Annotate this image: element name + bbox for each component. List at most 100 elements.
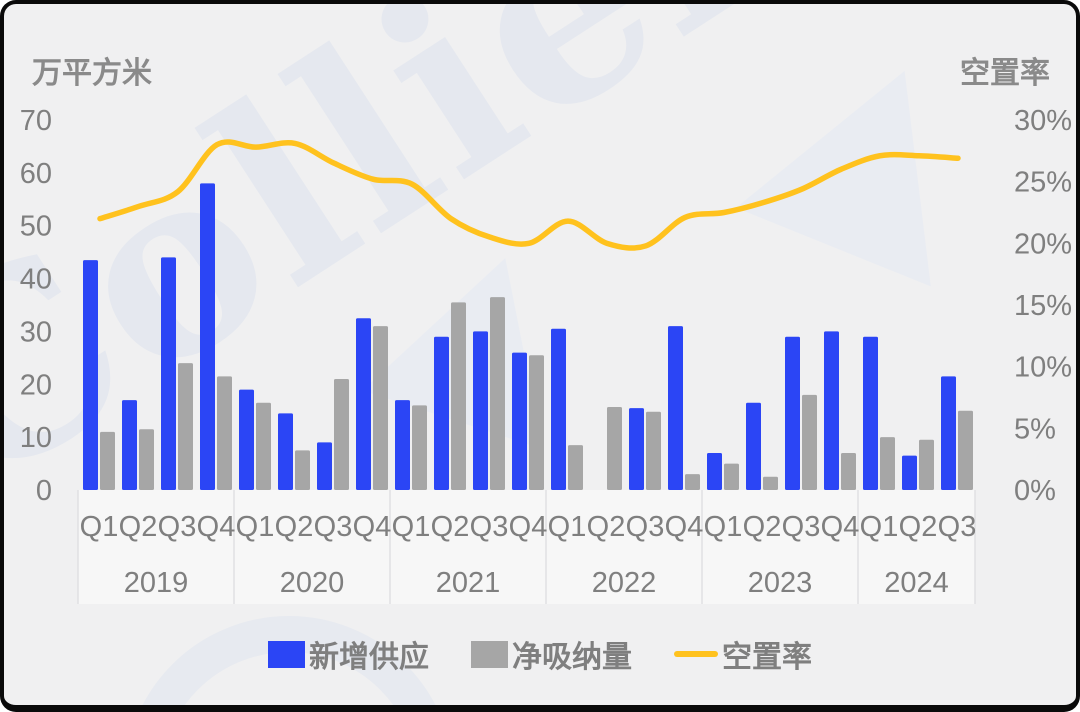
year-label: 2020 — [280, 567, 345, 599]
absorption-bar — [841, 453, 856, 490]
absorption-bar — [880, 437, 895, 490]
quarter-label: Q4 — [353, 511, 392, 543]
absorption-bar — [451, 302, 466, 490]
quarter-label: Q1 — [704, 511, 743, 543]
year-label: 2021 — [436, 567, 501, 599]
absorption-bar — [490, 297, 505, 490]
quarter-label: Q3 — [470, 511, 509, 543]
supply-bar — [434, 336, 449, 490]
supply-bar — [356, 318, 371, 490]
supply-swatch-icon — [268, 640, 305, 668]
supply-bar — [317, 442, 332, 490]
quarter-label: Q4 — [509, 511, 548, 543]
quarter-label: Q1 — [548, 511, 587, 543]
absorption-bar — [802, 394, 817, 490]
quarter-label: Q1 — [392, 511, 431, 543]
absorption-bar — [568, 445, 583, 490]
legend-label-supply: 新增供应 — [309, 641, 429, 674]
quarter-label: Q2 — [119, 511, 158, 543]
absorption-bar — [100, 431, 115, 490]
supply-bar — [941, 376, 956, 490]
left-axis-tick: 70 — [20, 105, 52, 137]
absorption-bar — [139, 429, 154, 490]
right-axis-tick: 20% — [1014, 228, 1072, 260]
supply-bar — [863, 336, 878, 490]
supply-bar — [551, 328, 566, 490]
absorption-bar — [685, 474, 700, 490]
quarter-label: Q3 — [158, 511, 197, 543]
quarter-label: Q3 — [782, 511, 821, 543]
x-axis-band — [78, 490, 975, 604]
absorption-bar — [607, 407, 622, 490]
year-label: 2023 — [748, 567, 813, 599]
right-axis-tick: 10% — [1014, 352, 1072, 384]
supply-bar — [824, 331, 839, 490]
quarter-label: Q1 — [80, 511, 119, 543]
quarter-label: Q2 — [431, 511, 470, 543]
absorption-bar — [373, 326, 388, 490]
legend-item-supply: 新增供应 — [268, 632, 429, 676]
quarter-label: Q2 — [275, 511, 314, 543]
absorption-bar — [256, 402, 271, 490]
supply-bar — [161, 257, 176, 490]
left-axis-tick: 0 — [36, 475, 52, 507]
supply-bar — [512, 352, 527, 490]
quarter-label: Q4 — [665, 511, 704, 543]
supply-bar — [668, 326, 683, 490]
absorption-bar — [178, 363, 193, 490]
year-label: 2024 — [884, 567, 949, 599]
supply-bar — [473, 331, 488, 490]
vacancy-rate-line — [97, 139, 961, 251]
supply-bar — [902, 455, 917, 490]
chart-legend: 新增供应 净吸纳量 空置率 — [4, 632, 1076, 676]
supply-bar — [239, 389, 254, 490]
supply-bar — [122, 400, 137, 490]
right-axis-tick: 30% — [1014, 105, 1072, 137]
quarter-label: Q2 — [899, 511, 938, 543]
supply-bar — [746, 402, 761, 490]
left-axis-tick: 10 — [20, 422, 52, 454]
right-axis-tick: 15% — [1014, 290, 1072, 322]
right-axis-tick: 0% — [1014, 475, 1056, 507]
vacancy-swatch-icon — [674, 651, 718, 657]
quarter-label: Q1 — [860, 511, 899, 543]
legend-item-vacancy: 空置率 — [674, 632, 812, 676]
right-axis-tick: 5% — [1014, 413, 1056, 445]
left-axis-tick: 40 — [20, 264, 52, 296]
absorption-bar — [412, 405, 427, 490]
absorption-bar — [763, 476, 778, 490]
absorption-bar — [529, 355, 544, 490]
left-axis-tick: 30 — [20, 316, 52, 348]
left-axis-tick: 50 — [20, 211, 52, 243]
year-label: 2019 — [124, 567, 189, 599]
quarter-label: Q2 — [587, 511, 626, 543]
quarter-label: Q2 — [743, 511, 782, 543]
supply-bar — [83, 260, 98, 490]
absorption-bar — [958, 410, 973, 490]
supply-bar — [395, 400, 410, 490]
absorption-bar — [334, 379, 349, 490]
supply-bar — [200, 183, 215, 490]
absorption-swatch-icon — [471, 640, 508, 668]
absorption-bar — [919, 439, 934, 490]
left-axis-tick: 20 — [20, 369, 52, 401]
absorption-bar — [217, 376, 232, 490]
supply-bar — [707, 453, 722, 490]
supply-bar — [629, 408, 644, 490]
left-axis-title: 万平方米 — [32, 57, 152, 90]
absorption-bar — [724, 463, 739, 490]
left-axis-tick: 60 — [20, 158, 52, 190]
legend-label-vacancy: 空置率 — [722, 641, 812, 674]
quarter-label: Q4 — [821, 511, 860, 543]
year-label: 2022 — [592, 567, 657, 599]
legend-item-absorption: 净吸纳量 — [471, 632, 632, 676]
quarter-label: Q4 — [197, 511, 236, 543]
supply-bar — [278, 413, 293, 490]
absorption-bar — [646, 411, 661, 490]
quarter-label: Q3 — [626, 511, 665, 543]
quarter-label: Q1 — [236, 511, 275, 543]
supply-bar — [785, 336, 800, 490]
right-axis-title: 空置率 — [960, 57, 1050, 90]
